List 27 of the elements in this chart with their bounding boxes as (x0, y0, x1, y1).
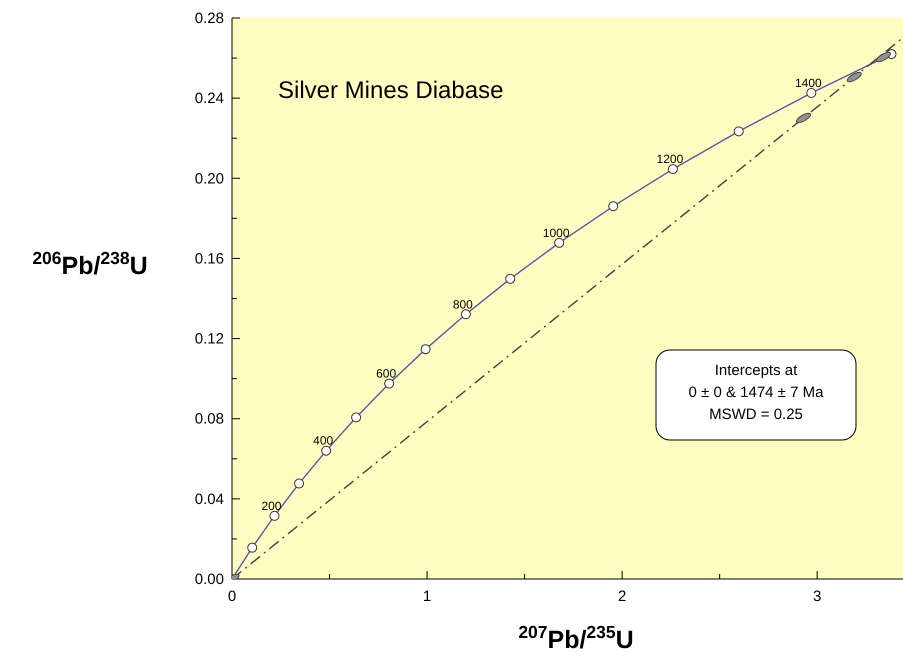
annotation: 400 (313, 434, 334, 448)
y-tick-label: 0.24 (194, 90, 224, 108)
text-box: Intercepts at 0 ± 0 & 1474 ± 7 Ma MSWD = 0.25 (656, 350, 856, 440)
annotation: 1200 (656, 152, 684, 166)
annotation: 200 (261, 498, 282, 513)
x-tick-label: 0 (228, 588, 236, 605)
y-tick-label: 0.28 (194, 10, 224, 27)
point (796, 112, 811, 124)
annotation: 1000 (542, 226, 570, 240)
x-tick-label: 1 (422, 588, 432, 605)
y-tick-label: 0.04 (194, 490, 224, 508)
x-tick-label: 2 (618, 588, 626, 605)
y-tick-label: 0.08 (194, 410, 224, 428)
point (846, 72, 862, 82)
x-tick-label: 3 (813, 588, 822, 605)
annotation: Intercepts at 0 ± 0 & 1474 ± 7 Ma MSWD = 0.25 (688, 362, 824, 423)
y-tick-label: 0.20 (194, 170, 224, 188)
point (876, 52, 891, 62)
x-axis-title: $^{207}$Pb/$^{235}$U (518, 622, 634, 654)
y-tick-label: 0.16 (194, 250, 224, 268)
text: Silver Mines Diabase (278, 77, 504, 104)
annotation: 1400 (794, 76, 822, 90)
y-tick-label: 0.00 (194, 571, 224, 588)
annotation: 600 (376, 366, 396, 381)
y-tick-label: 0.12 (194, 330, 224, 348)
annotation: 800 (452, 297, 474, 312)
y-axis-title: $^{206}$Pb/$^{238}$U (32, 248, 148, 280)
